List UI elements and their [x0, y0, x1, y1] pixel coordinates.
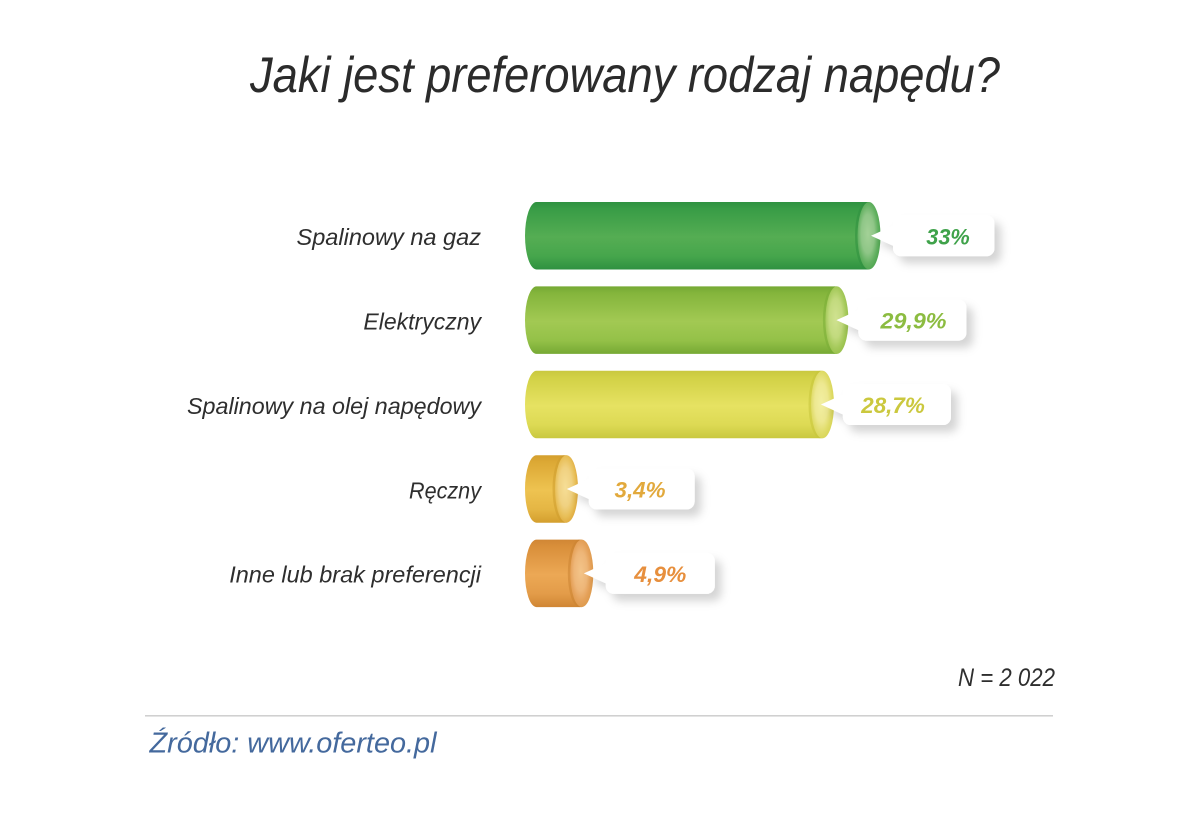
- svg-text:Spalinowy na olej napędowy: Spalinowy na olej napędowy: [187, 393, 482, 419]
- svg-text:Ręczny: Ręczny: [409, 477, 482, 503]
- svg-text:29,9%: 29,9%: [879, 309, 946, 334]
- svg-text:Inne lub brak preferencji: Inne lub brak preferencji: [229, 562, 482, 588]
- svg-text:N = 2 022: N = 2 022: [958, 664, 1055, 692]
- svg-text:Jaki jest preferowany rodzaj n: Jaki jest preferowany rodzaj napędu?: [249, 47, 1000, 103]
- svg-text:33%: 33%: [926, 224, 970, 249]
- svg-text:Spalinowy na gaz: Spalinowy na gaz: [297, 224, 482, 250]
- svg-text:Źródło: www.oferteo.pl: Źródło: www.oferteo.pl: [148, 728, 437, 760]
- svg-text:3,4%: 3,4%: [615, 478, 666, 503]
- svg-text:Elektryczny: Elektryczny: [363, 308, 482, 334]
- svg-text:28,7%: 28,7%: [860, 393, 925, 418]
- svg-text:4,9%: 4,9%: [633, 562, 686, 587]
